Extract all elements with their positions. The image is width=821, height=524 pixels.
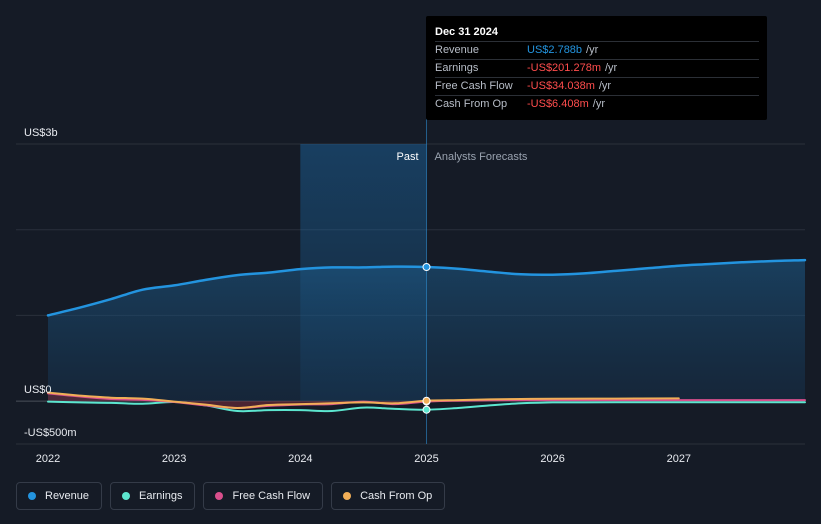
legend-dot-icon — [343, 492, 352, 500]
x-tick-label: 2027 — [667, 453, 691, 465]
tooltip-row-value: -US$6.408m — [527, 98, 589, 110]
tooltip-row: Revenue US$2.788b/yr — [435, 41, 759, 59]
x-tick-label: 2026 — [540, 453, 564, 465]
tooltip-row-name: Free Cash Flow — [435, 80, 513, 92]
tooltip-row-unit: /yr — [592, 98, 605, 110]
legend-label: Revenue — [45, 490, 90, 502]
legend-label: Free Cash Flow — [232, 490, 311, 502]
legend-item-cash-from-op[interactable]: Cash From Op — [331, 482, 446, 510]
tooltip-row-name: Earnings — [435, 62, 479, 74]
tooltip-row-name: Cash From Op — [435, 98, 508, 110]
legend-label: Cash From Op — [360, 490, 433, 502]
tooltip-row: Free Cash Flow -US$34.038m/yr — [435, 77, 759, 95]
y-label-bottom: -US$500m — [24, 427, 77, 439]
tooltip-row: Earnings -US$201.278m/yr — [435, 59, 759, 77]
tooltip-row-value: -US$201.278m — [527, 62, 601, 74]
y-label-zero: US$0 — [24, 384, 52, 396]
x-axis-ticks: 2022 2023 2024 2025 2026 2027 — [36, 453, 691, 465]
legend-label: Earnings — [139, 490, 183, 502]
tooltip-row-value: US$2.788b — [527, 44, 583, 56]
negative-cashflow-area — [48, 393, 427, 409]
tooltip-row-unit: /yr — [598, 80, 612, 92]
tooltip-rows: Revenue US$2.788b/yr Earnings -US$201.278m /… — [435, 41, 759, 113]
x-tick-label: 2022 — [36, 453, 60, 465]
tooltip-date: Dec 31 2024 — [435, 26, 498, 38]
legend-item-free-cash-flow[interactable]: Free Cash Flow — [203, 482, 324, 510]
tooltip-row: Cash From Op -US$6.408m/yr — [435, 95, 759, 113]
tooltip-row-unit: /yr — [586, 44, 599, 56]
analysts-forecasts-label: Analysts Forecasts — [435, 151, 528, 163]
revenue-marker — [422, 263, 431, 271]
legend-dot-icon — [122, 492, 131, 500]
series-markers — [422, 263, 431, 414]
data-tooltip: Dec 31 2024 Revenue US$2.788b/yr Earnings -… — [426, 16, 767, 120]
x-tick-label: 2024 — [288, 453, 312, 465]
legend-item-revenue[interactable]: Revenue — [16, 482, 103, 510]
x-tick-label: 2025 — [414, 453, 438, 465]
y-label-top: US$3b — [24, 127, 58, 139]
legend-dot-icon — [215, 492, 224, 500]
earnings-marker — [422, 405, 431, 414]
cash-from-op-marker — [422, 396, 431, 405]
chart-legend: Revenue Earnings Free Cash Flow Cash From O… — [16, 482, 446, 512]
tooltip-row-unit: /yr — [605, 62, 618, 74]
tooltip-row-name: Revenue — [435, 44, 480, 56]
legend-item-earnings[interactable]: Earnings — [110, 482, 196, 510]
cash-from-op-line — [47, 391, 680, 410]
legend-dot-icon — [28, 492, 36, 500]
tooltip-row-value: -US$34.038m — [527, 80, 595, 92]
x-tick-label: 2023 — [162, 453, 186, 465]
past-label: Past — [396, 151, 418, 163]
